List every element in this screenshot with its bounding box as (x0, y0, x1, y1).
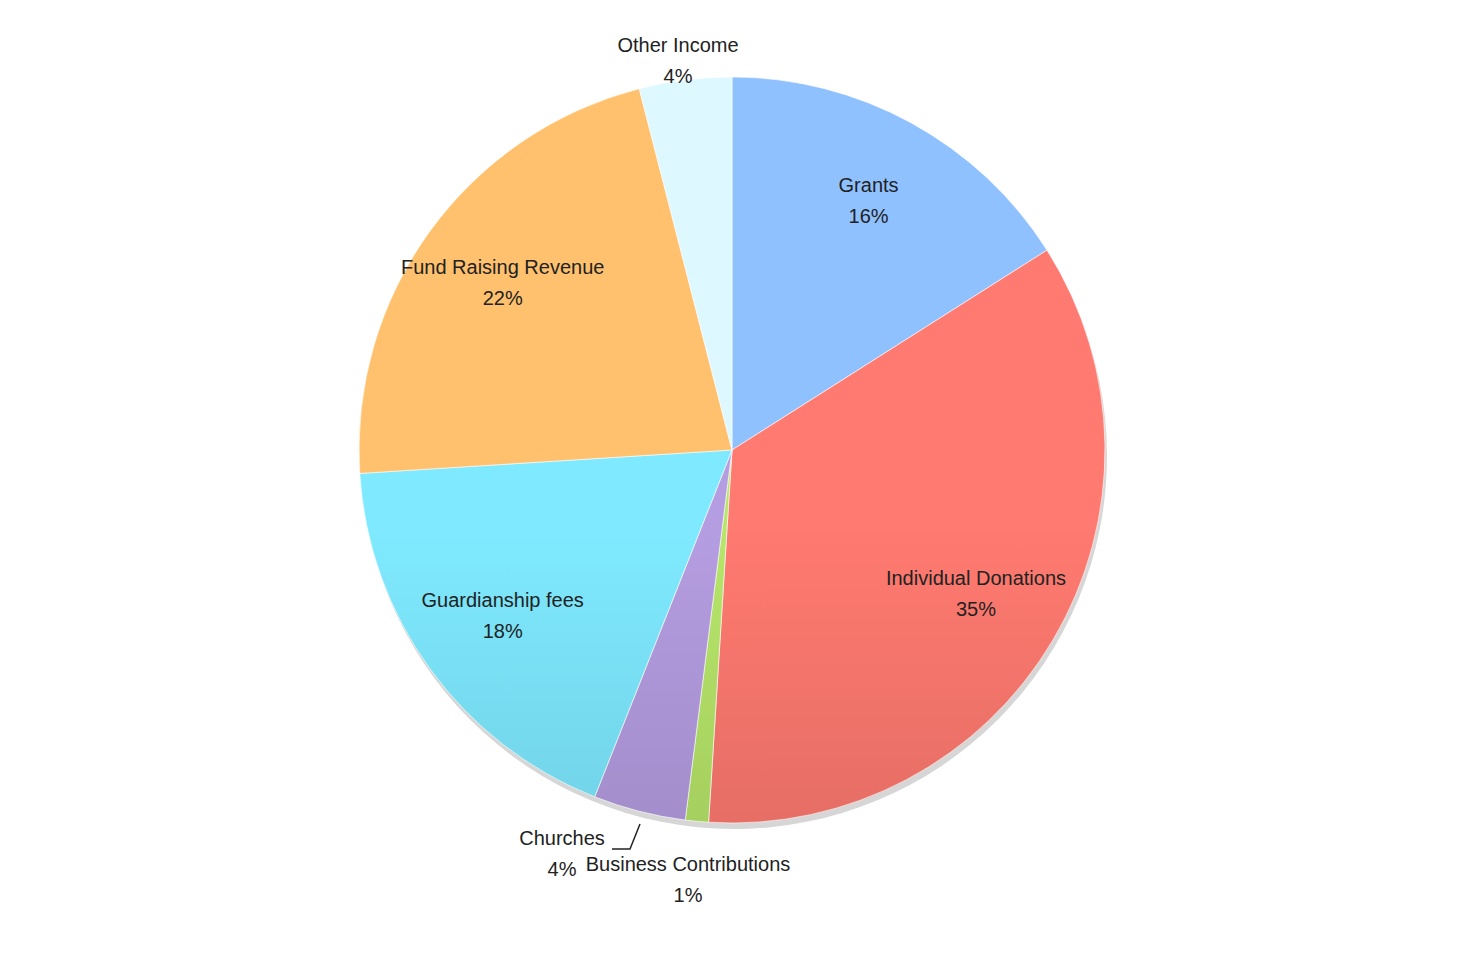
pie (359, 77, 1105, 823)
data-label: 16% (849, 205, 889, 227)
pie-slice (360, 450, 732, 797)
data-label: 4% (664, 65, 693, 87)
slice-label: Guardianship fees (421, 589, 583, 611)
data-label: 18% (483, 620, 523, 642)
data-label: 4% (548, 858, 577, 880)
slice-label: Individual Donations (886, 567, 1066, 589)
slice-label: Business Contributions (586, 853, 791, 875)
data-label: 35% (956, 598, 996, 620)
slice-label: Grants (839, 174, 899, 196)
leader-line (612, 824, 640, 849)
chart: Grants 16% Individual Donations 35% Business… (0, 0, 1463, 954)
data-label: 22% (483, 287, 523, 309)
slice-label: Fund Raising Revenue (401, 256, 604, 278)
data-label: 1% (674, 884, 703, 906)
slice-label: Churches (519, 827, 605, 849)
labels: Grants 16% Individual Donations 35% Business… (401, 34, 1066, 906)
slice-label: Other Income (617, 34, 738, 56)
pie-slice (709, 250, 1105, 823)
pie-slice (639, 77, 732, 450)
